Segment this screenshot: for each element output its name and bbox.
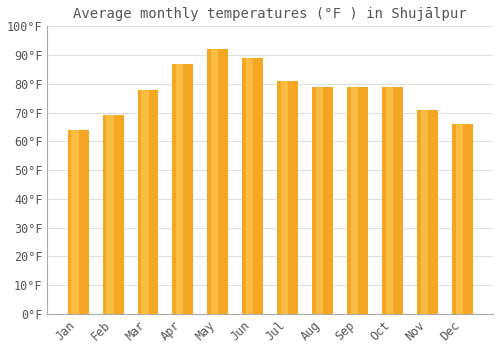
Bar [417, 110, 438, 314]
Bar [211, 49, 218, 314]
Bar [420, 110, 428, 314]
Bar [68, 130, 88, 314]
Bar [281, 81, 288, 314]
Bar [312, 87, 333, 314]
Bar [350, 87, 358, 314]
Bar [208, 49, 229, 314]
Bar [382, 87, 403, 314]
Bar [452, 124, 473, 314]
Bar [176, 64, 184, 314]
Bar [138, 90, 158, 314]
Title: Average monthly temperatures (°F ) in Shujālpur: Average monthly temperatures (°F ) in Sh… [74, 7, 467, 21]
Bar [277, 81, 298, 314]
Bar [242, 58, 264, 314]
Bar [347, 87, 368, 314]
Bar [456, 124, 463, 314]
Bar [386, 87, 393, 314]
Bar [316, 87, 323, 314]
Bar [106, 116, 114, 314]
Bar [246, 58, 254, 314]
Bar [102, 116, 124, 314]
Bar [172, 64, 194, 314]
Bar [72, 130, 78, 314]
Bar [141, 90, 148, 314]
